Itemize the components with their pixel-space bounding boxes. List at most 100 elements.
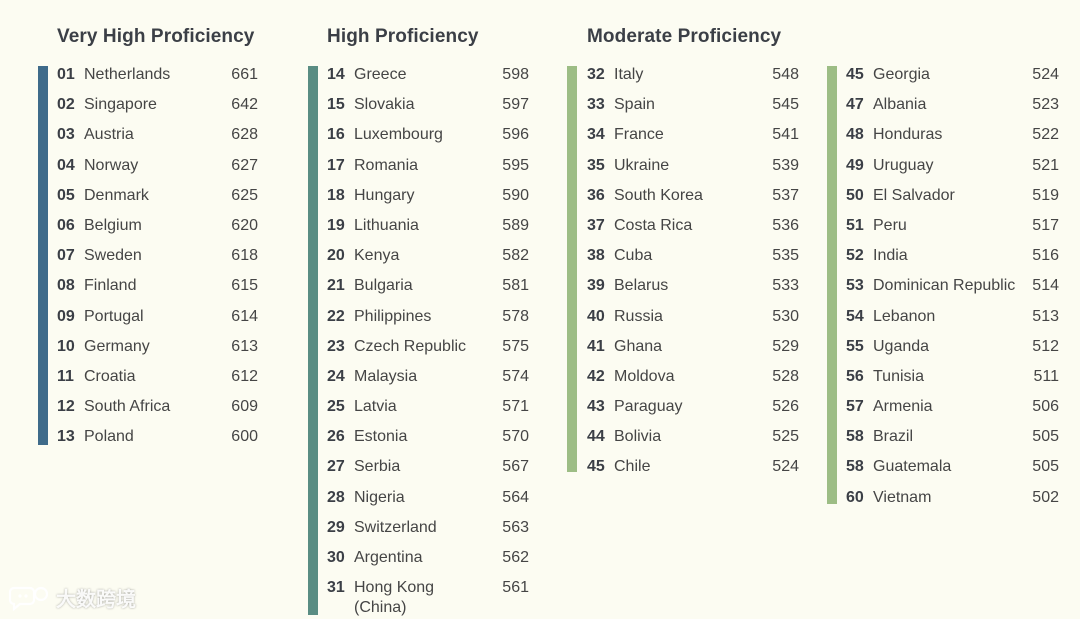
score-value: 512 — [1032, 337, 1059, 355]
list-item: 08 Finland 615 — [57, 271, 258, 301]
rank-list: 45 Georgia 524 47 Albania 523 48 Honduras 522 … — [846, 60, 1059, 513]
country-name: Croatia — [84, 367, 136, 385]
rank-number: 26 — [327, 428, 345, 446]
rank-number: 30 — [327, 549, 345, 566]
score-value: 625 — [231, 186, 258, 204]
country-name: Cuba — [614, 247, 653, 265]
country-name: Bulgaria — [354, 277, 413, 295]
score-value: 590 — [502, 186, 529, 204]
list-item: 47 Albania 523 — [846, 90, 1059, 120]
country-name: Malaysia — [354, 367, 418, 385]
rank-number: 17 — [327, 156, 345, 174]
country-name: Vietnam — [873, 488, 932, 506]
country-name: Nigeria — [354, 488, 405, 506]
rank-list: 14 Greece 598 15 Slovakia 597 16 Luxembourg 59… — [327, 60, 529, 616]
country-name: Portugal — [84, 307, 144, 325]
country-name: Romania — [354, 156, 419, 174]
score-value: 548 — [772, 66, 799, 83]
list-item: 49 Uruguay 521 — [846, 151, 1059, 181]
country-name: El Salvador — [873, 186, 955, 204]
rank-number: 08 — [57, 277, 75, 295]
score-value: 581 — [502, 277, 529, 295]
rank-number: 31 — [327, 579, 345, 597]
list-item: 22 Philippines 578 — [327, 302, 529, 332]
country-name: Uganda — [873, 337, 930, 355]
rank-number: 57 — [846, 398, 864, 416]
watermark-text: 大数跨境 — [56, 589, 136, 611]
rank-number: 43 — [587, 398, 605, 416]
list-item: 40 Russia 530 — [587, 302, 799, 332]
list-item: 34 France 541 — [587, 120, 799, 150]
country-name: Georgia — [873, 66, 930, 83]
rank-number: 48 — [846, 126, 864, 144]
rank-number: 03 — [57, 126, 75, 144]
country-name: Austria — [84, 126, 134, 144]
score-value: 505 — [1032, 428, 1059, 446]
rank-number: 02 — [57, 96, 75, 114]
score-value: 597 — [502, 96, 529, 114]
country-name: Tunisia — [873, 367, 924, 385]
country-name: Costa Rica — [614, 216, 693, 234]
score-value: 600 — [231, 428, 258, 446]
proficiency-bar — [827, 66, 837, 504]
rank-number: 37 — [587, 216, 605, 234]
rank-number: 58 — [846, 428, 864, 446]
country-name: Armenia — [873, 398, 933, 416]
proficiency-bar — [38, 66, 48, 445]
rank-number: 16 — [327, 126, 345, 144]
rank-number: 32 — [587, 66, 605, 83]
list-item: 29 Switzerland 563 — [327, 513, 529, 543]
score-value: 571 — [502, 398, 529, 416]
score-value: 525 — [772, 428, 799, 446]
score-value: 609 — [231, 398, 258, 416]
country-name: Moldova — [614, 367, 675, 385]
country-name: Denmark — [84, 186, 149, 204]
country-name: France — [614, 126, 664, 144]
list-item: 14 Greece 598 — [327, 60, 529, 90]
rank-number: 49 — [846, 156, 864, 174]
score-value: 575 — [502, 337, 529, 355]
score-value: 522 — [1032, 126, 1059, 144]
score-value: 642 — [231, 96, 258, 114]
list-item: 12 South Africa 609 — [57, 392, 258, 422]
score-value: 596 — [502, 126, 529, 144]
country-name: Hungary — [354, 186, 415, 204]
list-item: 33 Spain 545 — [587, 90, 799, 120]
country-name: Chile — [614, 458, 651, 476]
score-value: 513 — [1032, 307, 1059, 325]
rank-number: 55 — [846, 337, 864, 355]
rank-number: 45 — [587, 458, 605, 476]
score-value: 511 — [1033, 367, 1059, 385]
column-title: Moderate Proficiency — [587, 26, 782, 47]
score-value: 533 — [772, 277, 799, 295]
rank-number: 18 — [327, 186, 345, 204]
country-name: Hong Kong (China) — [354, 579, 435, 617]
score-value: 506 — [1032, 398, 1059, 416]
list-item: 37 Costa Rica 536 — [587, 211, 799, 241]
rank-number: 11 — [57, 367, 74, 385]
proficiency-bar — [567, 66, 577, 472]
score-value: 521 — [1032, 156, 1059, 174]
rank-number: 04 — [57, 156, 75, 174]
country-name: Sweden — [84, 247, 142, 265]
rank-number: 10 — [57, 337, 75, 355]
score-value: 574 — [502, 367, 529, 385]
rank-number: 45 — [846, 66, 864, 83]
score-value: 620 — [231, 216, 258, 234]
rank-number: 25 — [327, 398, 345, 416]
country-name: Uruguay — [873, 156, 934, 174]
list-item: 56 Tunisia 511 — [846, 362, 1059, 392]
score-value: 570 — [502, 428, 529, 446]
score-value: 561 — [502, 579, 529, 597]
rank-number: 28 — [327, 488, 345, 506]
country-name: Greece — [354, 66, 407, 83]
rank-number: 39 — [587, 277, 605, 295]
rank-number: 15 — [327, 96, 345, 114]
proficiency-bar — [308, 66, 318, 615]
rank-number: 54 — [846, 307, 864, 325]
country-name: Norway — [84, 156, 139, 174]
rank-list: 32 Italy 548 33 Spain 545 34 France 541 35 Ukra… — [587, 60, 799, 483]
list-item: 27 Serbia 567 — [327, 452, 529, 482]
rank-number: 40 — [587, 307, 605, 325]
country-name: Philippines — [354, 307, 432, 325]
